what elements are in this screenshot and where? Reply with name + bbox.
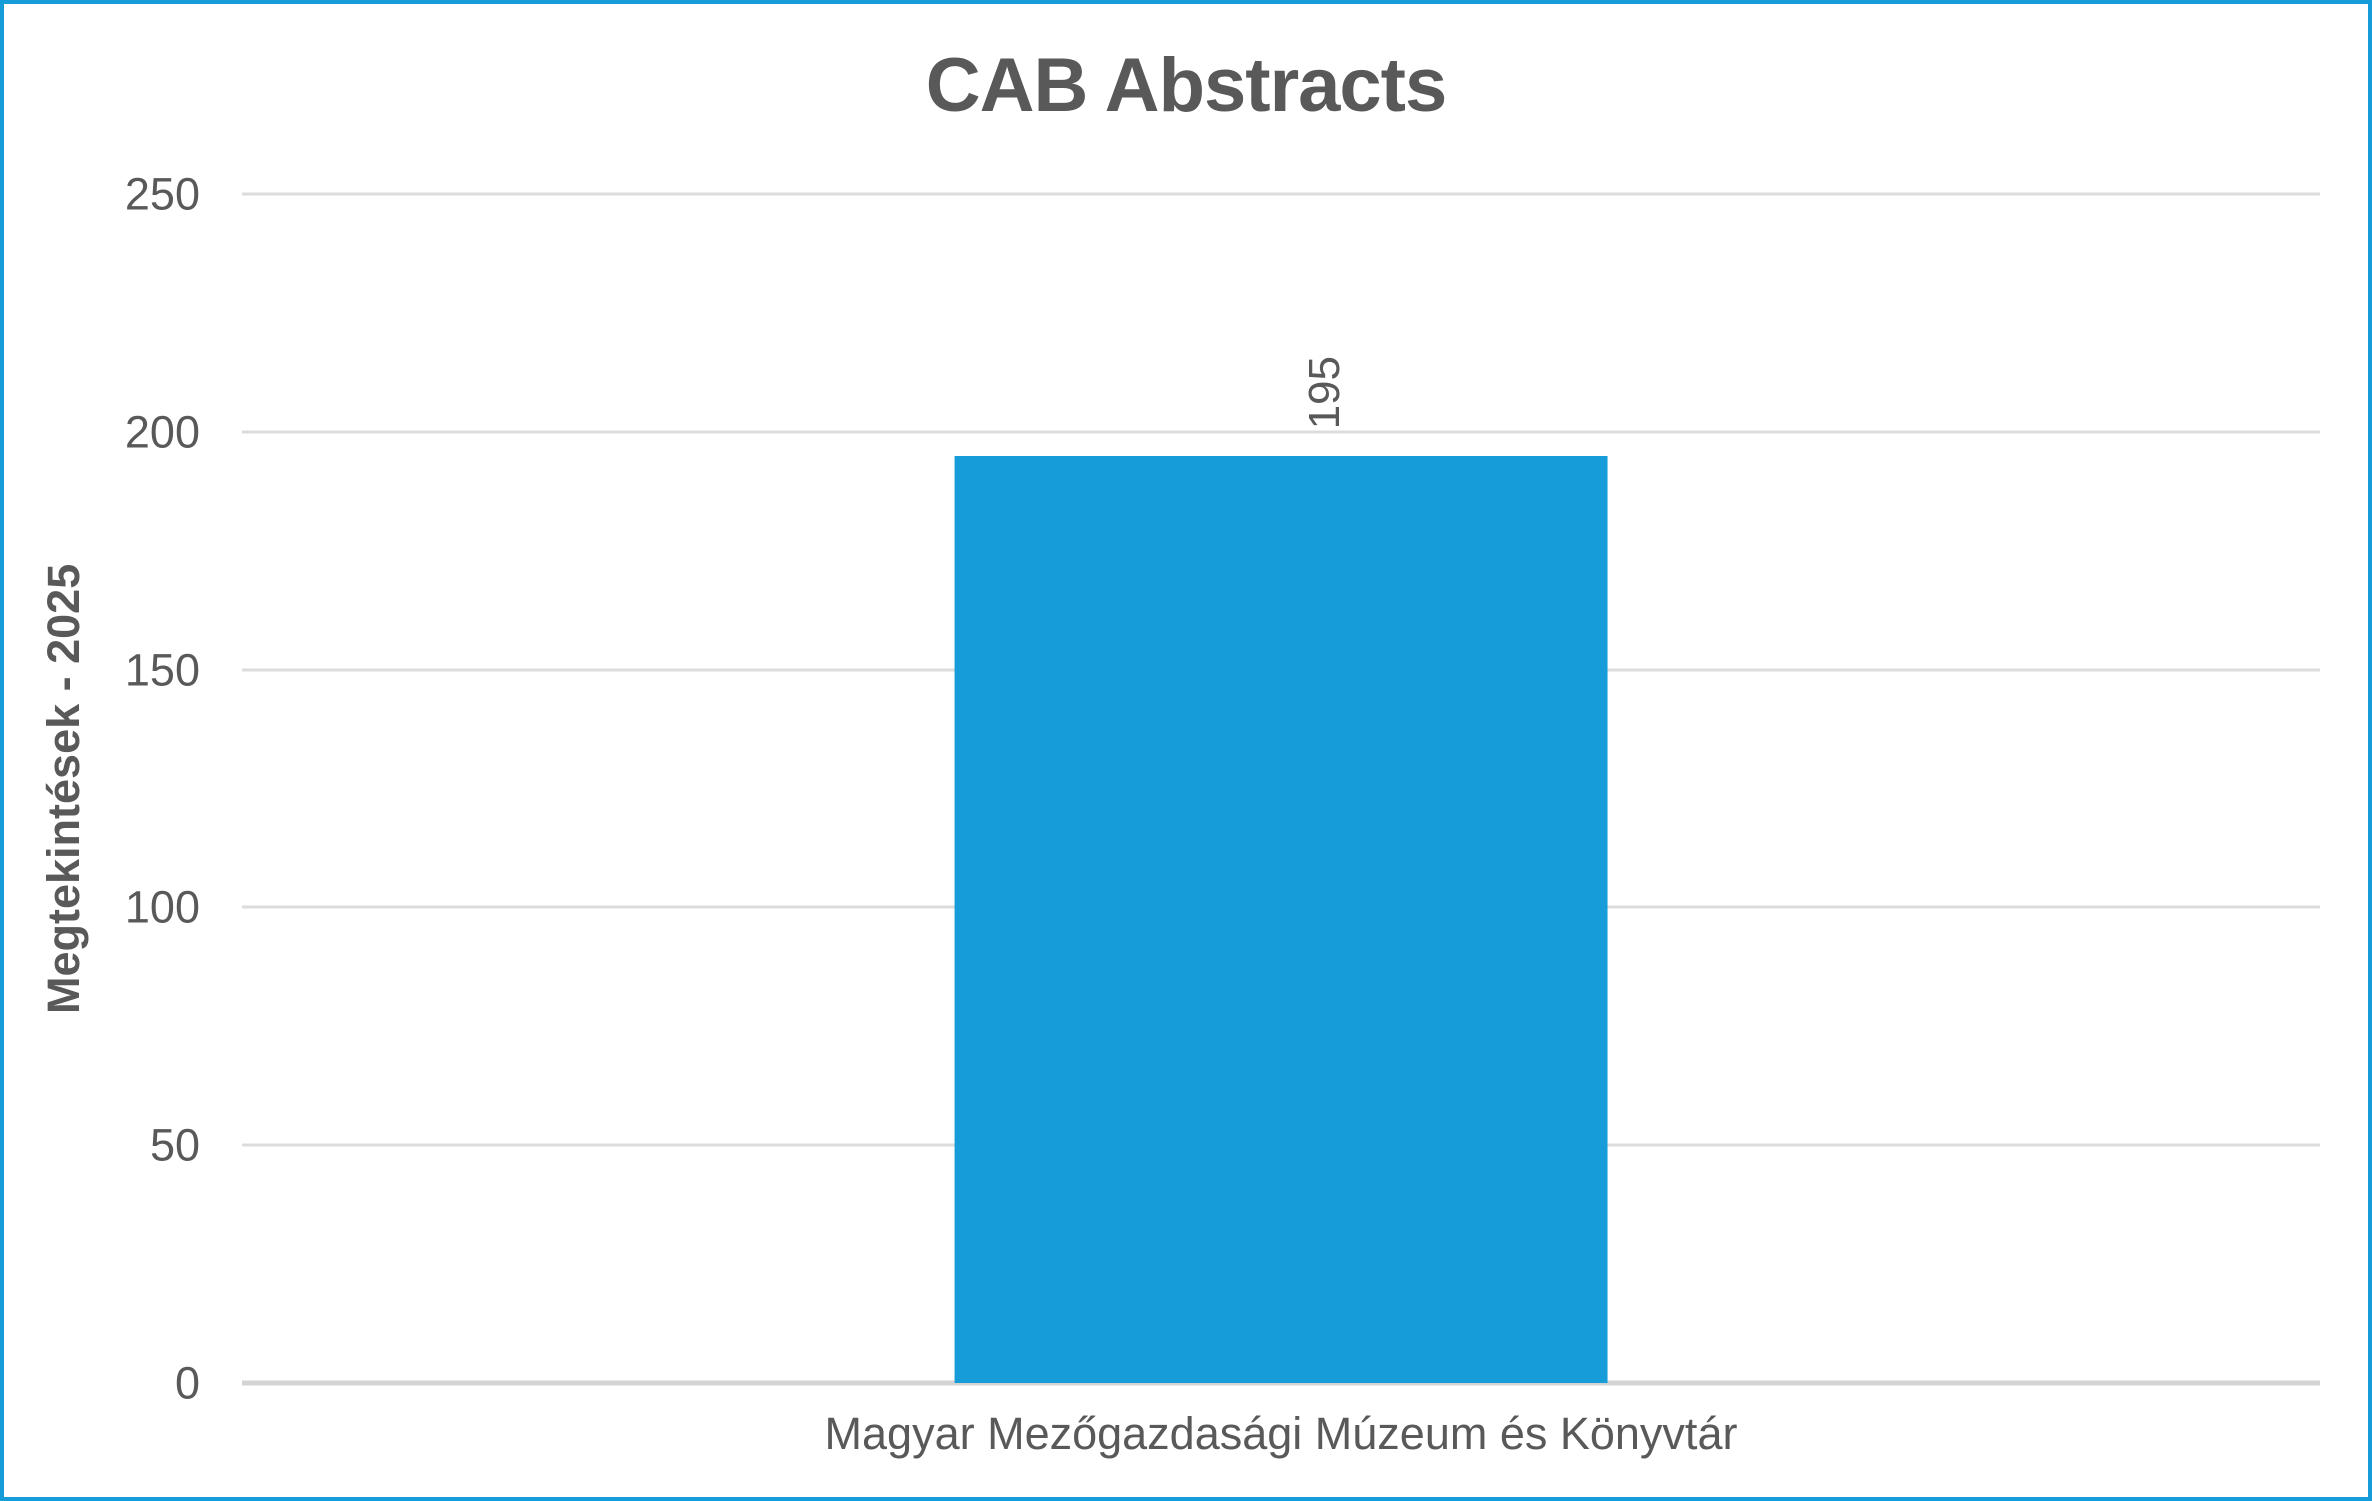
- y-tick-label-100: 100: [124, 881, 200, 933]
- y-tick-label-50: 50: [149, 1119, 200, 1171]
- y-tick-label-250: 250: [124, 168, 200, 220]
- y-tick-label-0: 0: [174, 1357, 200, 1409]
- chart-title: CAB Abstracts: [925, 43, 1448, 128]
- gridline-250: [242, 192, 2320, 196]
- bar-magyar-mezogazdasagi: [954, 455, 1608, 1383]
- y-axis-tick-labels: 0 50 100 150 200 250: [0, 172, 200, 1406]
- y-tick-label-200: 200: [124, 406, 200, 458]
- plot-area: 195: [242, 192, 2320, 1386]
- x-axis-line: [242, 1380, 2320, 1386]
- gridline-200: [242, 430, 2320, 434]
- x-category-label: Magyar Mezőgazdasági Múzeum és Könyvtár: [824, 1408, 1738, 1459]
- y-tick-label-150: 150: [124, 644, 200, 696]
- bar-value-label: 195: [1300, 356, 1349, 430]
